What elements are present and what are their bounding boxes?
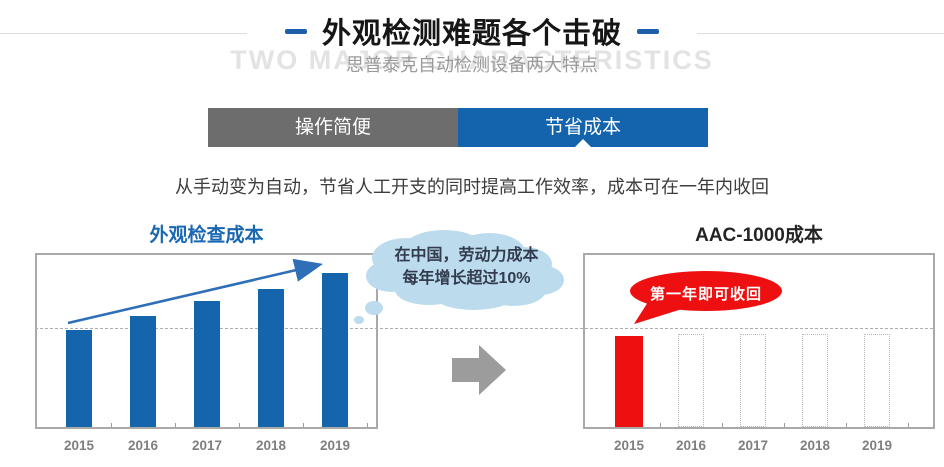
right-chart-bars (585, 255, 933, 427)
tab-easy-operation[interactable]: 操作简便 (208, 108, 458, 147)
divider-line-right (697, 33, 944, 34)
x-label-2019: 2019 (319, 438, 351, 453)
tab-cost-saving[interactable]: 节省成本 (458, 108, 708, 147)
x-label-2017: 2017 (737, 438, 769, 453)
feature-tabs: 操作简便 节省成本 (208, 108, 708, 147)
ghost-bar-2019 (864, 334, 890, 427)
axis-tick (660, 423, 661, 427)
watermark-text: TWO MAJOR CHARACTERISTICS (230, 45, 714, 75)
bar-2018 (258, 289, 284, 427)
x-label-2018: 2018 (255, 438, 287, 453)
page-title: 外观检测难题各个击破 (321, 18, 622, 50)
cloud-callout-line1: 在中国，劳动力成本 (394, 247, 539, 264)
bar-2015 (615, 336, 643, 427)
section-description: 从手动变为自动，节省人工开支的同时提高工作效率，成本可在一年内收回 (175, 177, 769, 197)
x-label-2017: 2017 (191, 438, 223, 453)
ghost-bar-2016 (678, 334, 704, 427)
axis-tick (784, 423, 785, 427)
thought-cloud-icon (354, 230, 564, 324)
right-chart-title: AAC-1000成本 (695, 225, 823, 246)
cloud-callout-text: 在中国，劳动力成本 每年增长超过10% (374, 244, 559, 290)
x-label-2016: 2016 (127, 438, 159, 453)
x-label-2016: 2016 (675, 438, 707, 453)
axis-tick (722, 423, 723, 427)
bar-2017 (194, 301, 220, 427)
cloud-callout-line2: 每年增长超过10% (402, 270, 531, 287)
right-arrow-icon (452, 345, 506, 395)
x-label-2018: 2018 (799, 438, 831, 453)
left-chart-title: 外观检查成本 (149, 225, 264, 246)
reference-dashed-line (35, 328, 933, 329)
x-label-2015: 2015 (63, 438, 95, 453)
axis-tick (239, 423, 240, 427)
divider-line-left (0, 33, 247, 34)
ghost-bar-2017 (740, 334, 766, 427)
ghost-bar-2018 (802, 334, 828, 427)
charts-area: 外观检查成本 AAC-1000成本 (0, 210, 944, 467)
right-chart-x-labels: 2015 2016 2017 2018 2019 (585, 438, 933, 454)
x-label-2019: 2019 (861, 438, 893, 453)
axis-tick (303, 423, 304, 427)
axis-tick (175, 423, 176, 427)
title-row: 外观检测难题各个击破 (0, 12, 944, 50)
bar-2016 (130, 316, 156, 427)
tab-cost-saving-label: 节省成本 (544, 117, 621, 138)
left-chart-bars (37, 255, 376, 427)
bar-2015 (66, 330, 92, 427)
trend-arrow-icon (67, 258, 324, 325)
subtitle-wrap: TWO MAJOR CHARACTERISTICS 思普泰克自动检测设备两大特点 (0, 45, 944, 77)
x-label-2015: 2015 (613, 438, 645, 453)
bar-2019 (322, 273, 348, 427)
subtitle: 思普泰克自动检测设备两大特点 (346, 55, 598, 75)
title-dash-right-icon (637, 28, 659, 34)
axis-tick (908, 423, 909, 427)
speech-bubble-icon (630, 271, 782, 324)
axis-tick (111, 423, 112, 427)
left-chart-x-labels: 2015 2016 2017 2018 2019 (37, 438, 376, 454)
axis-tick (367, 423, 368, 427)
title-dash-left-icon (284, 28, 307, 34)
bubble-callout-text: 第一年即可收回 (649, 286, 762, 303)
axis-tick (846, 423, 847, 427)
active-tab-notch-icon (575, 139, 591, 147)
